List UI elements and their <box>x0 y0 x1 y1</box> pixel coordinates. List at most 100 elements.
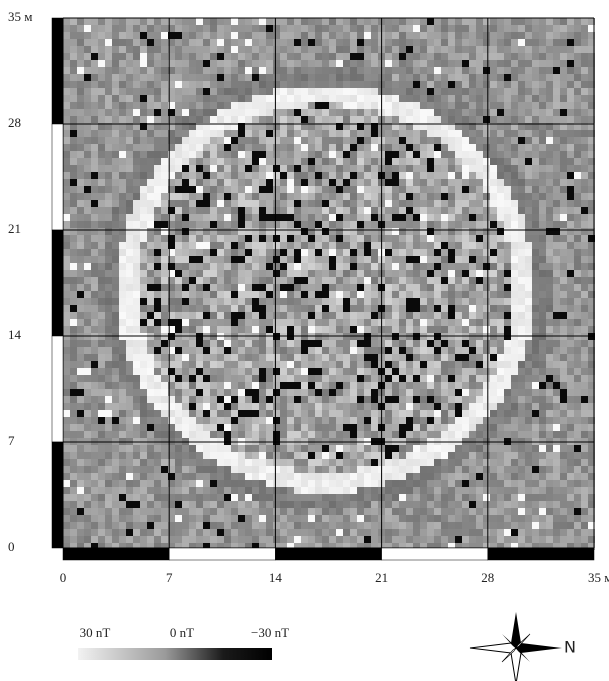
map-cell <box>84 319 91 326</box>
map-cell <box>427 340 434 347</box>
map-cell <box>98 389 105 396</box>
map-cell <box>371 445 378 452</box>
map-cell <box>84 81 91 88</box>
map-cell <box>455 186 462 193</box>
map-cell <box>112 109 119 116</box>
map-cell <box>483 158 490 165</box>
map-cell <box>231 186 238 193</box>
map-cell <box>294 172 301 179</box>
map-cell <box>273 473 280 480</box>
map-cell <box>98 417 105 424</box>
map-cell <box>385 298 392 305</box>
map-cell <box>287 116 294 123</box>
map-cell <box>98 158 105 165</box>
map-cell <box>392 249 399 256</box>
map-cell <box>427 46 434 53</box>
map-cell <box>182 116 189 123</box>
map-cell <box>322 53 329 60</box>
map-cell <box>560 452 567 459</box>
map-cell <box>476 67 483 74</box>
map-cell <box>287 165 294 172</box>
map-cell <box>420 67 427 74</box>
map-cell <box>392 466 399 473</box>
map-cell <box>140 389 147 396</box>
map-cell <box>511 60 518 67</box>
map-cell <box>252 200 259 207</box>
map-cell <box>126 102 133 109</box>
map-cell <box>539 109 546 116</box>
map-cell <box>455 200 462 207</box>
map-cell <box>413 88 420 95</box>
map-cell <box>336 102 343 109</box>
map-cell <box>70 221 77 228</box>
map-cell <box>539 102 546 109</box>
map-cell <box>273 305 280 312</box>
map-cell <box>560 60 567 67</box>
map-cell <box>301 298 308 305</box>
map-cell <box>91 270 98 277</box>
map-cell <box>455 459 462 466</box>
map-cell <box>420 277 427 284</box>
map-cell <box>315 291 322 298</box>
map-cell <box>462 200 469 207</box>
map-cell <box>399 459 406 466</box>
map-cell <box>504 319 511 326</box>
map-cell <box>259 74 266 81</box>
map-cell <box>434 389 441 396</box>
map-cell <box>259 305 266 312</box>
map-cell <box>574 158 581 165</box>
map-cell <box>182 431 189 438</box>
map-cell <box>266 165 273 172</box>
map-cell <box>371 179 378 186</box>
map-cell <box>343 81 350 88</box>
map-cell <box>133 172 140 179</box>
map-cell <box>294 144 301 151</box>
map-cell <box>490 347 497 354</box>
map-cell <box>574 32 581 39</box>
map-cell <box>560 67 567 74</box>
map-cell <box>133 389 140 396</box>
map-cell <box>84 53 91 60</box>
map-cell <box>252 445 259 452</box>
map-cell <box>525 312 532 319</box>
map-cell <box>399 242 406 249</box>
map-cell <box>224 473 231 480</box>
map-cell <box>175 32 182 39</box>
map-cell <box>364 179 371 186</box>
map-cell <box>455 67 462 74</box>
map-cell <box>525 193 532 200</box>
map-cell <box>91 375 98 382</box>
map-cell <box>504 368 511 375</box>
map-cell <box>266 347 273 354</box>
map-cell <box>308 53 315 60</box>
map-cell <box>322 375 329 382</box>
map-cell <box>63 403 70 410</box>
map-cell <box>315 466 322 473</box>
map-cell <box>301 32 308 39</box>
map-cell <box>63 326 70 333</box>
map-cell <box>434 424 441 431</box>
map-cell <box>511 431 518 438</box>
map-cell <box>196 270 203 277</box>
map-cell <box>399 326 406 333</box>
map-cell <box>224 95 231 102</box>
map-cell <box>119 207 126 214</box>
map-cell <box>546 459 553 466</box>
map-cell <box>406 200 413 207</box>
map-cell <box>420 466 427 473</box>
map-cell <box>497 312 504 319</box>
map-cell <box>511 165 518 172</box>
map-cell <box>462 39 469 46</box>
map-cell <box>315 277 322 284</box>
map-cell <box>518 116 525 123</box>
map-cell <box>343 396 350 403</box>
map-cell <box>259 291 266 298</box>
map-cell <box>280 424 287 431</box>
map-cell <box>518 452 525 459</box>
map-cell <box>105 67 112 74</box>
map-cell <box>490 88 497 95</box>
map-cell <box>553 382 560 389</box>
map-cell <box>483 340 490 347</box>
map-cell <box>483 277 490 284</box>
map-cell <box>210 186 217 193</box>
